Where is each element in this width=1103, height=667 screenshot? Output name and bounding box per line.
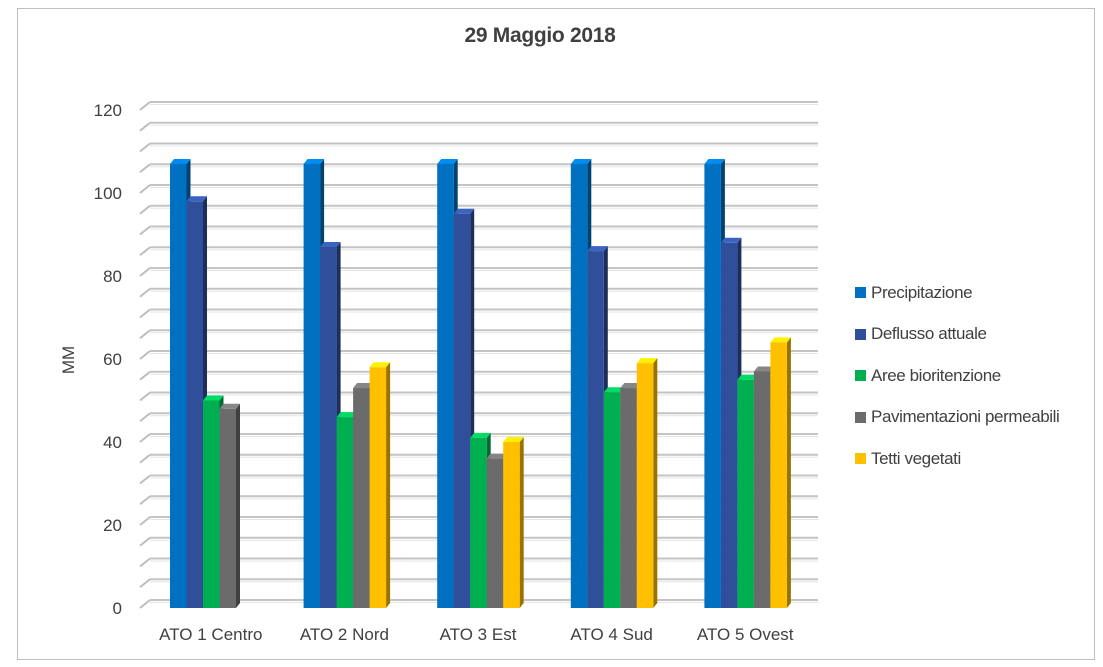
legend-item: Precipitazione: [855, 272, 1059, 314]
chart-title: 29 Maggio 2018: [464, 24, 616, 47]
y-tick-label: 120: [94, 101, 122, 120]
y-tick-label: 20: [103, 516, 122, 535]
legend-label: Pavimentazioni permeabili: [871, 407, 1060, 427]
gridline: [139, 142, 818, 153]
bar: [636, 358, 658, 608]
y-tick-label: 40: [103, 433, 122, 452]
legend-swatch: [855, 370, 866, 382]
bars: [170, 158, 791, 609]
legend-item: Tetti vegetati: [855, 438, 1059, 480]
gridline: [139, 121, 818, 132]
x-tick-label: ATO 4 Sud: [570, 625, 653, 644]
legend-swatch: [855, 411, 866, 423]
x-tick-label: ATO 3 Est: [440, 625, 517, 644]
legend: Precipitazione Deflusso attuale Aree biori…: [855, 272, 1060, 480]
legend-label: Deflusso attuale: [871, 324, 987, 344]
legend-item: Deflusso attuale: [855, 314, 1059, 356]
legend-label: Tetti vegetati: [871, 448, 961, 468]
bar: [369, 362, 391, 608]
x-tick-label: ATO 5 Ovest: [697, 625, 794, 644]
bar: [770, 337, 791, 608]
y-tick-label: 0: [113, 599, 122, 618]
y-tick-label: 100: [94, 184, 122, 203]
legend-item: Aree bioritenzione: [855, 355, 1059, 397]
y-tick-label: 80: [103, 267, 122, 286]
x-tick-label: ATO 2 Nord: [300, 625, 389, 644]
bar: [503, 437, 524, 608]
y-tick-label: 60: [103, 350, 122, 369]
legend-swatch: [855, 328, 866, 340]
bar: [219, 403, 240, 608]
y-axis: 0 20 40 60 80 100 120: [94, 101, 122, 618]
legend-swatch: [855, 453, 866, 465]
x-tick-label: ATO 1 Centro: [159, 625, 262, 644]
x-axis: ATO 1 Centro ATO 2 Nord ATO 3 Est ATO 4 Sud…: [159, 625, 794, 644]
legend-swatch: [855, 287, 866, 299]
gridline: [139, 101, 818, 111]
legend-label: Aree bioritenzione: [871, 365, 1001, 385]
legend-item: Pavimentazioni permeabili: [855, 397, 1060, 439]
y-axis-label: MM: [59, 346, 78, 374]
legend-label: Precipitazione: [871, 282, 973, 302]
